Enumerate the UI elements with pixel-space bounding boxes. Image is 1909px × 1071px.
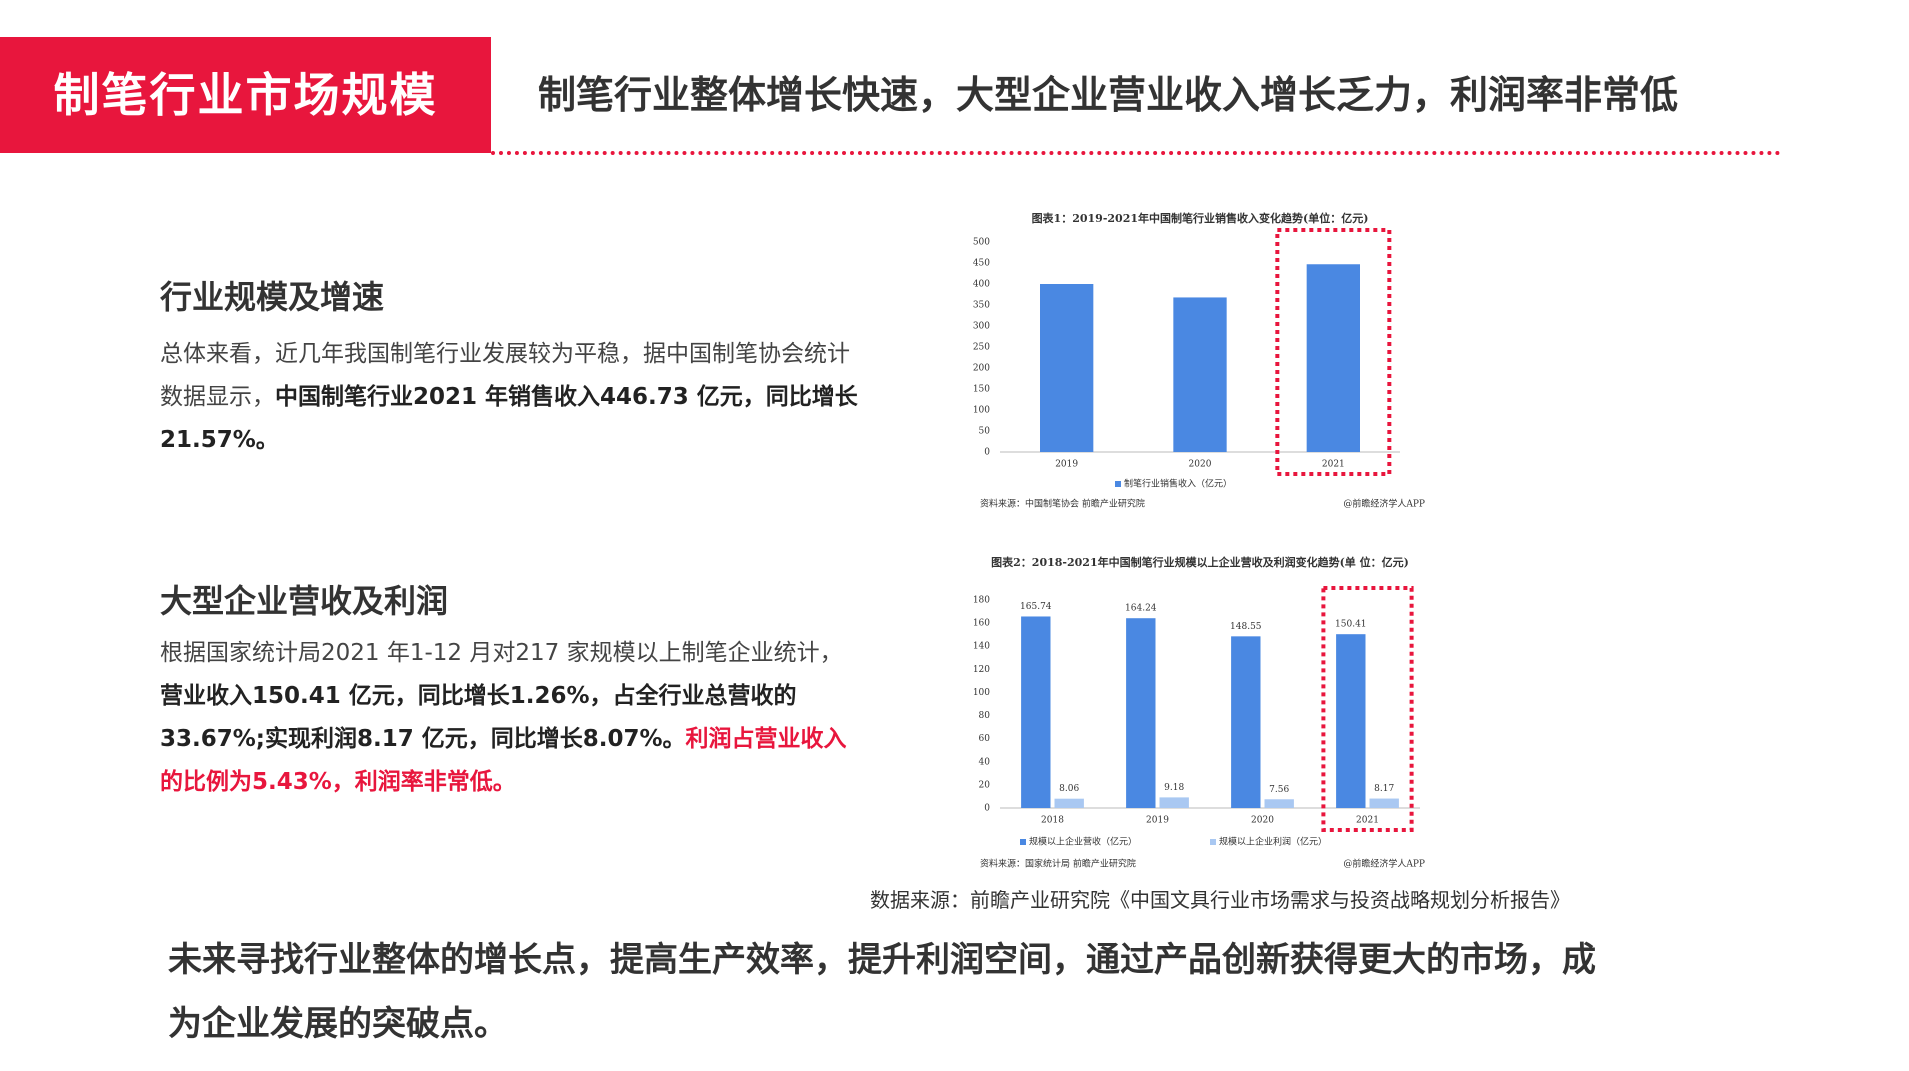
y-tick-label: 150: [973, 385, 990, 395]
text-run: 中国制笔行业2021 年销售收入446.73 亿元，同比增长21.57%。: [160, 384, 858, 453]
y-tick-label: 100: [973, 406, 990, 416]
legend-swatch: [1020, 839, 1026, 845]
y-tick-label: 200: [973, 364, 990, 374]
y-tick-label: 0: [984, 448, 990, 458]
header-label: 制笔行业市场规模: [53, 68, 438, 122]
divider: [491, 151, 1781, 155]
data-label: 7.56: [1269, 785, 1289, 795]
legend-label: 规模以上企业营收（亿元）: [1029, 836, 1137, 848]
data-label: 148.55: [1230, 622, 1262, 632]
data-label: 150.41: [1335, 620, 1367, 630]
y-tick-label: 140: [973, 642, 990, 652]
y-tick-label: 450: [973, 259, 990, 269]
data-label: 8.06: [1059, 784, 1079, 794]
bar: [1021, 616, 1051, 808]
text-run: 总体来看，近几年我国制笔行业发展较为平稳，据中国制笔协会统计数据显示，: [160, 341, 850, 410]
y-tick-label: 500: [973, 238, 990, 248]
legend-swatch: [1115, 481, 1121, 487]
y-tick-label: 50: [979, 427, 991, 437]
y-tick-label: 180: [973, 596, 990, 606]
y-tick-label: 400: [973, 280, 990, 290]
x-tick-label: 2020: [1251, 816, 1274, 826]
x-tick-label: 2021: [1322, 460, 1345, 470]
y-tick-label: 300: [973, 322, 990, 332]
y-tick-label: 0: [984, 804, 990, 814]
legend-swatch: [1210, 839, 1216, 845]
chart-credit: @前瞻经济学人APP: [1343, 858, 1425, 870]
chart-source: 资料来源：中国制笔协会 前瞻产业研究院: [980, 498, 1145, 510]
chart-credit: @前瞻经济学人APP: [1343, 498, 1425, 510]
x-tick-label: 2021: [1356, 816, 1379, 826]
bar: [1040, 284, 1094, 452]
data-label: 8.17: [1374, 784, 1394, 794]
legend-label: 制笔行业销售收入（亿元）: [1124, 478, 1232, 490]
y-tick-label: 160: [973, 619, 990, 629]
section-heading: 大型企业营收及利润: [160, 582, 449, 620]
text-run: 营业收入150.41 亿元，同比增长1.26%，占全行业总营收的33.67%;实…: [160, 683, 797, 752]
section-paragraph: 总体来看，近几年我国制笔行业发展较为平稳，据中国制笔协会统计数据显示，中国制笔行…: [160, 333, 860, 462]
bar: [1369, 798, 1399, 808]
bar: [1306, 264, 1360, 452]
y-tick-label: 250: [973, 343, 990, 353]
data-label: 9.18: [1164, 783, 1184, 793]
x-tick-label: 2019: [1146, 816, 1169, 826]
chart-title: 图表1：2019-2021年中国制笔行业销售收入变化趋势(单位：亿元): [1032, 211, 1369, 225]
chart-source: 资料来源：国家统计局 前瞻产业研究院: [980, 858, 1136, 870]
source-note: 数据来源：前瞻产业研究院《中国文具行业市场需求与投资战略规划分析报告》: [870, 888, 1570, 912]
bar: [1126, 618, 1156, 808]
bar: [1264, 799, 1294, 808]
highlight-box: [1275, 228, 1392, 476]
section-paragraph: 根据国家统计局2021 年1-12 月对217 家规模以上制笔企业统计， 营业收入…: [160, 632, 860, 804]
bar: [1159, 797, 1189, 808]
header-box: [0, 37, 491, 153]
y-tick-label: 60: [979, 734, 991, 744]
text-run: 根据国家统计局2021 年1-12 月对217 家规模以上制笔企业统计，: [160, 640, 843, 666]
data-label: 165.74: [1020, 602, 1052, 612]
y-tick-label: 350: [973, 301, 990, 311]
bar: [1054, 798, 1084, 808]
chart-title: 图表2：2018-2021年中国制笔行业规模以上企业营收及利润变化趋势(单 位：…: [991, 555, 1409, 569]
y-tick-label: 80: [979, 711, 991, 721]
bar: [1336, 634, 1366, 808]
x-tick-label: 2019: [1055, 460, 1078, 470]
x-tick-label: 2020: [1189, 460, 1212, 470]
header-title: 制笔行业整体增长快速，大型企业营业收入增长乏力，利润率非常低: [538, 73, 1679, 117]
y-tick-label: 120: [973, 665, 990, 675]
x-tick-label: 2018: [1041, 816, 1064, 826]
y-tick-label: 40: [979, 757, 991, 767]
bar: [1173, 297, 1227, 452]
highlight-box: [1321, 586, 1414, 832]
conclusion: 未来寻找行业整体的增长点，提高生产效率，提升利润空间，通过产品创新获得更大的市场…: [168, 940, 1596, 1044]
bar: [1231, 636, 1261, 808]
y-tick-label: 100: [973, 688, 990, 698]
legend-label: 规模以上企业利润（亿元）: [1219, 836, 1327, 848]
text-run: 利润占营业收入的比例为5.43%，利润率非常低。: [160, 726, 847, 795]
y-tick-label: 20: [979, 780, 991, 790]
data-label: 164.24: [1125, 604, 1157, 614]
section-heading: 行业规模及增速: [160, 278, 385, 316]
